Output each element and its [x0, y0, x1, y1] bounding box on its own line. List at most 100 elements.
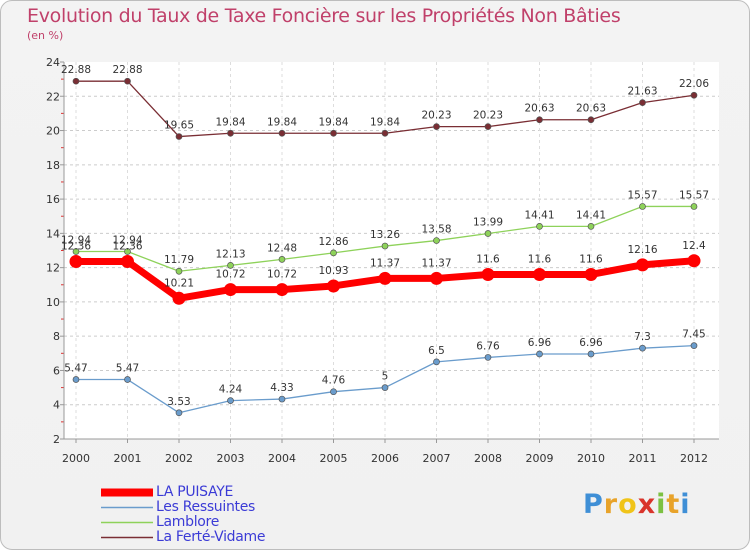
data-point	[381, 129, 389, 137]
x-tick-label: 2009	[526, 452, 554, 465]
y-tick-label: 22	[46, 90, 60, 103]
data-label: 19.84	[215, 116, 245, 128]
y-tick-label: 16	[46, 193, 60, 206]
data-point	[430, 271, 443, 285]
data-point	[639, 99, 646, 106]
y-tick-label: 12	[46, 262, 60, 275]
legend-item-lamblore[interactable]: Lamblore	[101, 515, 265, 530]
y-tick-label: 8	[53, 330, 60, 343]
data-label: 7.45	[682, 329, 705, 341]
data-label: 21.63	[627, 86, 657, 98]
data-label: 6.76	[476, 340, 500, 352]
data-label: 11.79	[164, 254, 194, 266]
data-point	[639, 344, 646, 352]
data-label: 12.36	[61, 240, 91, 252]
data-label: 13.99	[473, 217, 503, 229]
x-tick-label: 2006	[371, 452, 399, 465]
y-tick-label: 10	[46, 296, 60, 309]
data-point	[587, 222, 595, 230]
data-label: 19.84	[370, 116, 400, 128]
data-label: 11.6	[528, 253, 552, 265]
legend-item-la-puisaye[interactable]: LA PUISAYE	[101, 485, 265, 500]
data-point	[433, 358, 440, 366]
data-point	[381, 242, 389, 250]
legend-item-la-ferte-vidame[interactable]: La Ferté-Vidame	[101, 530, 266, 545]
data-label: 5.47	[116, 363, 139, 375]
data-point	[639, 203, 646, 210]
data-label: 4.24	[219, 384, 243, 396]
data-point	[484, 354, 492, 361]
data-label: 20.23	[473, 110, 503, 122]
data-label: 20.63	[524, 103, 554, 115]
logo-letter: i	[656, 489, 667, 520]
legend-swatch-lamblore	[101, 521, 153, 524]
proxiti-logo: Proxiti	[583, 489, 691, 520]
data-label: 15.57	[679, 189, 709, 201]
data-label: 12.36	[112, 240, 142, 252]
data-point	[536, 222, 543, 230]
data-label: 5.47	[64, 363, 87, 375]
data-point	[433, 123, 440, 130]
data-point	[227, 397, 234, 404]
data-label: 22.88	[112, 64, 142, 76]
data-label: 20.63	[576, 103, 606, 115]
data-label: 3.53	[167, 396, 190, 408]
data-point	[636, 258, 649, 272]
legend-label: Les Ressuintes	[156, 499, 256, 515]
data-label: 12.4	[682, 240, 706, 252]
data-label: 5	[382, 371, 389, 383]
x-tick-label: 2007	[423, 452, 451, 465]
data-label: 10.72	[215, 269, 245, 281]
plot-area	[64, 62, 719, 439]
data-label: 19.84	[318, 116, 348, 128]
data-point	[278, 129, 286, 137]
y-tick-label: 4	[53, 399, 60, 412]
data-label: 6.96	[528, 337, 552, 349]
x-tick-label: 2005	[320, 452, 348, 465]
data-point	[484, 230, 492, 237]
data-point	[124, 376, 131, 383]
data-label: 11.37	[370, 257, 400, 269]
data-point	[172, 291, 186, 305]
data-label: 19.65	[164, 120, 194, 132]
data-label: 19.84	[267, 116, 297, 128]
data-label: 20.23	[421, 110, 451, 122]
y-tick-label: 6	[53, 364, 60, 377]
data-point	[584, 267, 598, 281]
data-label: 14.41	[576, 209, 606, 221]
x-tick-label: 2002	[165, 452, 193, 465]
data-point	[481, 267, 495, 281]
x-tick-label: 2000	[62, 452, 90, 465]
logo-letter: t	[666, 489, 681, 520]
y-tick-label: 2	[53, 433, 60, 446]
legend-swatch-la-ferte-vidame	[101, 536, 153, 539]
x-tick-label: 2004	[268, 452, 296, 465]
data-point	[224, 283, 237, 297]
data-label: 12.94	[61, 235, 91, 247]
data-point	[227, 129, 234, 137]
data-point	[330, 388, 337, 396]
data-label: 22.88	[61, 64, 91, 76]
data-label: 10.93	[318, 265, 348, 277]
data-label: 11.37	[421, 257, 451, 269]
data-point	[175, 409, 183, 417]
data-point	[124, 248, 131, 255]
logo-letter: x	[637, 489, 657, 520]
data-point	[587, 116, 595, 124]
data-label: 12.13	[215, 248, 245, 260]
data-label: 10.21	[164, 277, 194, 289]
x-tick-label: 2008	[474, 452, 502, 465]
y-tick-label: 20	[46, 125, 60, 138]
data-point	[536, 116, 543, 124]
data-point	[587, 350, 595, 358]
logo-letter: P	[583, 489, 604, 520]
data-point	[330, 249, 337, 257]
chart-subtitle: (en %)	[27, 29, 64, 42]
legend-item-les-ressuintes[interactable]: Les Ressuintes	[101, 500, 265, 515]
data-label: 12.16	[627, 244, 657, 256]
data-point	[278, 256, 286, 263]
data-label: 4.33	[270, 382, 293, 394]
data-point	[227, 262, 234, 269]
data-point	[175, 133, 183, 140]
